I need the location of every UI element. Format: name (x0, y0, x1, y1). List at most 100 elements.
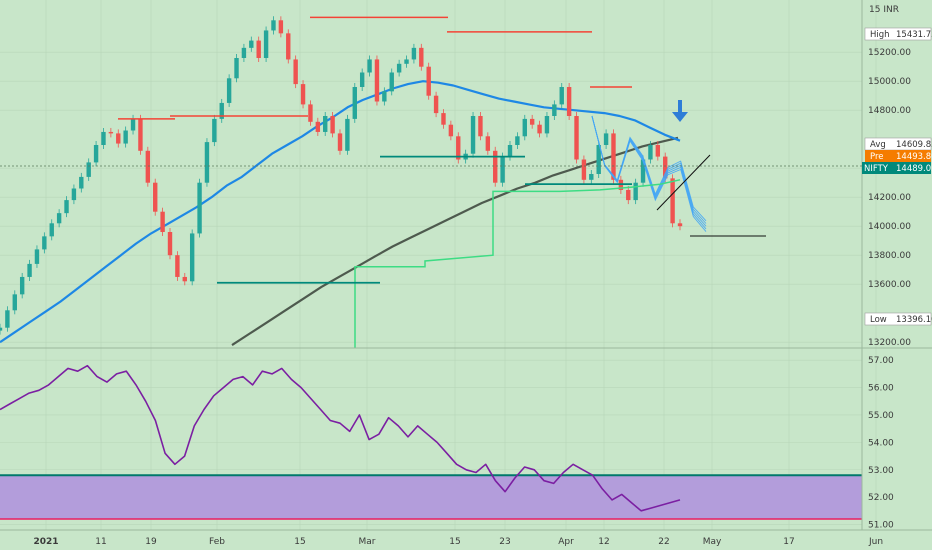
price-candle[interactable] (648, 145, 653, 160)
price-candle[interactable] (130, 118, 136, 131)
price-candle[interactable] (153, 182, 158, 212)
price-candle[interactable] (34, 249, 40, 264)
price-candle[interactable] (123, 130, 128, 144)
price-candle[interactable] (323, 116, 328, 132)
indicator-line[interactable] (0, 364, 681, 512)
price-candle[interactable] (86, 162, 91, 177)
price-candle[interactable] (182, 276, 187, 282)
price-candle[interactable] (337, 133, 343, 151)
price-candle[interactable] (79, 176, 84, 189)
price-candle[interactable] (0, 327, 3, 331)
price-candle[interactable] (611, 133, 616, 180)
price-candle[interactable] (249, 40, 254, 48)
price-candle[interactable] (589, 174, 594, 180)
price-candle[interactable] (49, 223, 54, 237)
trendline-rising[interactable] (656, 154, 711, 211)
price-candle[interactable] (640, 159, 646, 183)
price-candle[interactable] (500, 156, 505, 183)
price-candle[interactable] (537, 124, 542, 134)
price-candle[interactable] (352, 87, 357, 119)
price-candle[interactable] (116, 133, 121, 144)
price-candle[interactable] (382, 91, 387, 102)
price-candle[interactable] (160, 211, 165, 232)
price-candle[interactable] (374, 59, 380, 102)
price-candle[interactable] (93, 145, 99, 163)
price-candle[interactable] (189, 233, 195, 282)
price-candle[interactable] (286, 33, 291, 60)
price-candle[interactable] (315, 121, 321, 132)
price-candle[interactable] (278, 20, 284, 34)
price-candle[interactable] (633, 182, 638, 201)
price-candle[interactable] (145, 150, 151, 183)
price-candle[interactable] (670, 178, 675, 224)
price-candle[interactable] (241, 47, 247, 58)
price-candle[interactable] (559, 87, 564, 105)
support-step-line[interactable] (354, 179, 681, 348)
price-candle[interactable] (256, 40, 261, 58)
price-candle[interactable] (271, 20, 276, 31)
price-candle[interactable] (263, 30, 269, 58)
price-candle[interactable] (204, 142, 210, 183)
price-candle[interactable] (396, 63, 402, 73)
price-candle[interactable] (603, 133, 609, 145)
price-candle[interactable] (42, 236, 47, 250)
price-candle[interactable] (529, 118, 535, 125)
price-candle[interactable] (12, 294, 17, 311)
price-candle[interactable] (544, 116, 550, 134)
price-candle[interactable] (411, 47, 417, 60)
price-candle[interactable] (419, 47, 424, 67)
price-candle[interactable] (19, 276, 25, 295)
price-candle[interactable] (108, 131, 114, 134)
price-candle[interactable] (655, 145, 661, 157)
price-candle[interactable] (219, 102, 224, 119)
price-candle[interactable] (663, 156, 668, 179)
price-candle[interactable] (574, 116, 579, 160)
price-candle[interactable] (138, 118, 143, 151)
price-candle[interactable] (212, 118, 217, 143)
badge-high: High 15431.75 (864, 27, 932, 41)
price-candle[interactable] (478, 116, 483, 137)
price-candle[interactable] (293, 59, 298, 85)
price-candle[interactable] (308, 104, 313, 122)
price-candle[interactable] (426, 66, 431, 96)
price-candle[interactable] (226, 78, 232, 103)
price-candle[interactable] (345, 118, 350, 151)
price-candle[interactable] (515, 136, 520, 145)
price-candle[interactable] (5, 310, 10, 328)
price-candle[interactable] (101, 131, 106, 145)
price-candle[interactable] (485, 136, 491, 151)
price-candle[interactable] (566, 87, 572, 116)
price-candle[interactable] (197, 182, 202, 234)
price-candle[interactable] (71, 188, 77, 201)
price-candle[interactable] (175, 255, 180, 277)
price-candle[interactable] (552, 104, 557, 116)
price-candle[interactable] (330, 116, 335, 134)
price-candle[interactable] (64, 200, 69, 214)
indicator-tick-label: 53.00 (868, 466, 894, 476)
price-candle[interactable] (677, 223, 683, 227)
price-candle[interactable] (581, 159, 587, 180)
price-candle[interactable] (522, 118, 527, 137)
price-candle[interactable] (433, 95, 439, 114)
forecast-path[interactable] (591, 115, 707, 232)
price-candle[interactable] (300, 84, 306, 105)
price-candle[interactable] (441, 113, 446, 125)
price-candle[interactable] (507, 145, 513, 157)
price-candle[interactable] (448, 124, 454, 137)
price-candle[interactable] (56, 213, 62, 224)
price-candle[interactable] (456, 136, 461, 160)
price-candle[interactable] (359, 72, 365, 88)
price-candle[interactable] (404, 59, 409, 64)
price-candle[interactable] (167, 232, 173, 256)
price-candle[interactable] (596, 145, 601, 174)
price-candle[interactable] (27, 263, 32, 277)
price-candle[interactable] (626, 189, 631, 201)
price-candle[interactable] (470, 116, 476, 154)
price-candle[interactable] (234, 58, 239, 79)
price-candle[interactable] (493, 150, 498, 183)
price-candle[interactable] (367, 59, 372, 73)
price-candle[interactable] (389, 72, 394, 92)
ma-fast-line[interactable] (0, 80, 681, 344)
price-unit-label: 15 INR (869, 5, 899, 15)
